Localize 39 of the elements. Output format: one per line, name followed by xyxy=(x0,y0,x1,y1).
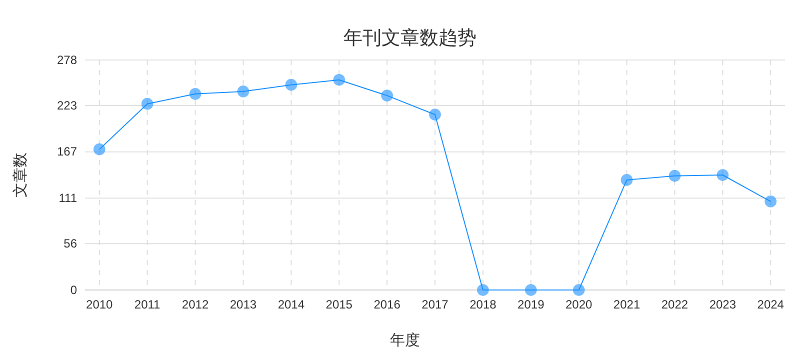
point xyxy=(716,169,729,181)
y-tick-label: 0 xyxy=(70,282,78,297)
x-tick-label: 2013 xyxy=(230,298,257,312)
y-tick-label: 111 xyxy=(58,191,78,206)
y-tick-label: 278 xyxy=(56,52,78,67)
x-tick-label: 2017 xyxy=(422,298,449,312)
point xyxy=(381,90,393,102)
point xyxy=(285,78,298,91)
point xyxy=(189,88,202,100)
point xyxy=(141,98,154,110)
y-tick-label: 167 xyxy=(56,144,78,159)
point xyxy=(620,174,633,186)
chart-title: 年刊文章数趋势 xyxy=(344,27,476,49)
x-tick-label: 2014 xyxy=(278,298,305,312)
point xyxy=(93,143,106,156)
x-tick-label: 2022 xyxy=(661,298,688,312)
x-tick-label: 2015 xyxy=(326,298,353,312)
point xyxy=(764,196,777,208)
x-tick-label: 2020 xyxy=(565,298,593,312)
x-tick-label: 2018 xyxy=(470,298,497,312)
x-tick-label: 2019 xyxy=(518,298,545,312)
point xyxy=(429,108,441,121)
x-tick-label: 2023 xyxy=(709,298,736,312)
x-tick-label: 2016 xyxy=(374,298,401,312)
point xyxy=(668,170,681,182)
x-tick-label: 2011 xyxy=(134,298,161,312)
point xyxy=(237,86,250,98)
point xyxy=(524,284,537,296)
x-tick-label: 2024 xyxy=(757,298,784,312)
x-tick-label: 2010 xyxy=(86,298,114,312)
y-tick-label: 56 xyxy=(64,236,78,251)
point xyxy=(572,284,585,296)
x-tick-label: 2021 xyxy=(613,298,640,312)
x-tick-label: 2012 xyxy=(182,298,209,312)
y-tick-label: 223 xyxy=(56,98,78,112)
y-axis-title: 文章数 xyxy=(11,152,29,198)
point xyxy=(477,284,489,296)
x-axis-title: 年度 xyxy=(390,331,420,349)
point xyxy=(333,74,346,86)
